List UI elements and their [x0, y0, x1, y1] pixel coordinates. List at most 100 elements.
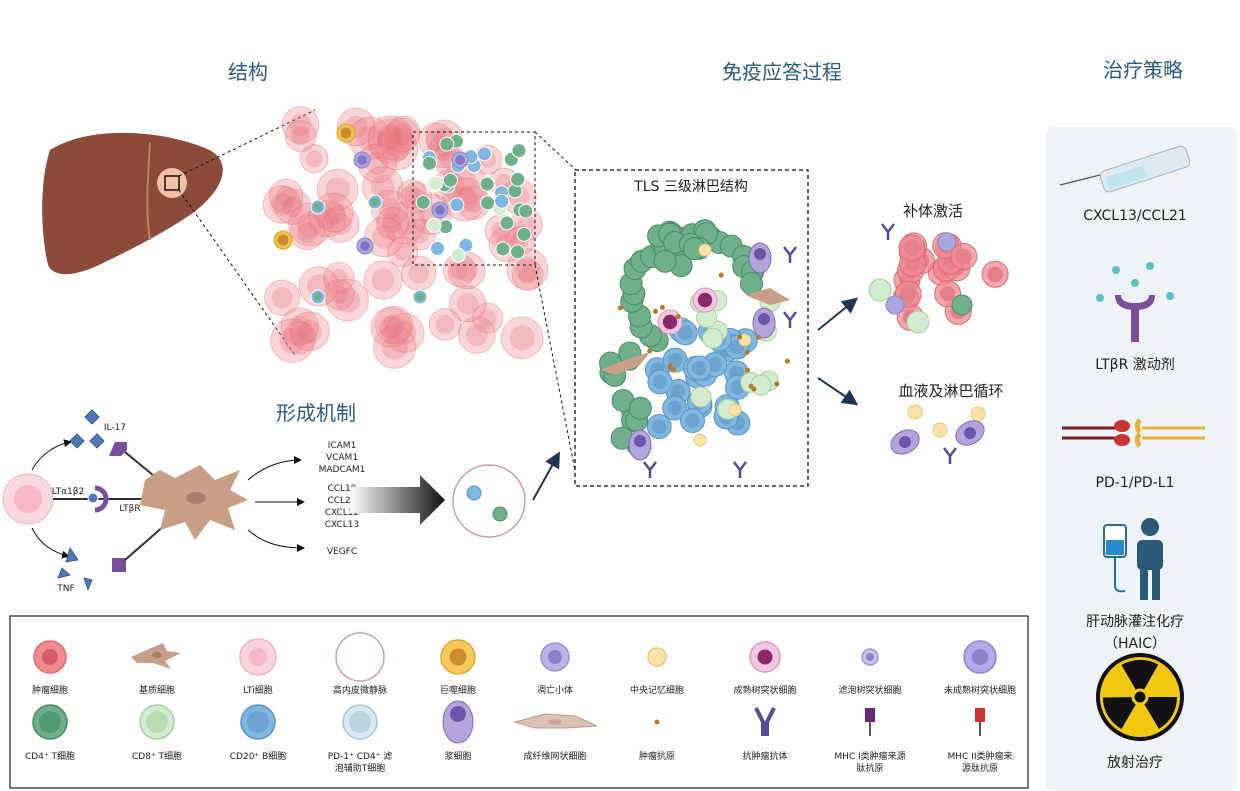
section-title-therapy: 治疗策略: [1103, 58, 1183, 82]
complement-activation-label: 补体激活: [903, 202, 963, 220]
central-memory-cell: [693, 433, 707, 447]
legend-label: MHC I类肿瘤来源: [834, 750, 905, 762]
tumor-cell: [289, 214, 326, 251]
tumor-antigen: [652, 308, 658, 314]
tumor-cell: [316, 168, 359, 211]
immune-cell: [450, 247, 466, 263]
tumor-antigen: [745, 367, 751, 373]
tumor-cell: [428, 308, 462, 341]
legend-icon: [865, 708, 875, 736]
legend-box: [9, 615, 1029, 789]
legend-icon: [975, 708, 985, 736]
antibody-icon: [783, 246, 797, 263]
b-cell: [725, 374, 751, 400]
tumor-cell: [457, 316, 496, 354]
legend-label: 肿瘤细胞: [32, 684, 68, 696]
tumor-cell: [377, 126, 408, 157]
tumor-cell: [363, 216, 405, 258]
tumor-cell: [386, 115, 421, 149]
immune-cell: [479, 176, 495, 192]
cd8-t-cell: [906, 310, 930, 334]
tumor-cell: [500, 316, 544, 360]
tumor-cell: [274, 188, 312, 225]
cd8-t-cell: [702, 327, 724, 349]
tumor-cell: [280, 307, 319, 346]
immune-cell: [518, 203, 534, 219]
immune-cell: [516, 226, 532, 242]
legend-icon: [342, 704, 378, 740]
tumor-cell: [284, 120, 317, 153]
tumor-cell: [326, 278, 369, 322]
legend-icon: [540, 642, 570, 672]
output-molecule-label: VEGFC: [327, 547, 357, 557]
antibody-icon: [881, 223, 895, 240]
legend-label: 中央记忆细胞: [630, 684, 684, 696]
tumor-antigen: [784, 358, 790, 364]
immune-cell: [367, 194, 383, 210]
apoptotic-body: [937, 232, 957, 252]
legend-icon: [32, 704, 68, 740]
tumor-cell: [283, 321, 317, 355]
lta1b2-label: LTα1β2: [52, 487, 84, 497]
immune-cell: [458, 237, 474, 253]
ltbr-label: LTβR: [119, 504, 140, 514]
legend-icon: [239, 638, 277, 676]
tumor-antigen: [744, 349, 750, 355]
tumor-cell: [322, 205, 360, 243]
b-cell: [686, 355, 712, 381]
macrophage: [273, 230, 293, 250]
immune-cell: [510, 244, 526, 260]
tumor-cell: [950, 243, 978, 271]
b-cell: [679, 408, 705, 434]
tumor-cell: [376, 128, 419, 171]
tumor-antigen: [659, 304, 665, 310]
iv-drip-patient-icon: [1103, 518, 1163, 600]
cd8-t-cell: [690, 386, 712, 408]
circulation-cells: [890, 404, 986, 464]
immune-cell: [495, 241, 511, 257]
therapy-label-0: CXCL13/CCL21: [1083, 208, 1187, 224]
legend-label: PD-1⁺ CD4⁺ 滤: [328, 750, 393, 762]
tumor-antigen: [774, 381, 780, 387]
mature-dendritic-cell: [657, 309, 683, 335]
legend-label: 基质细胞: [139, 684, 175, 696]
liver-illustration: [42, 109, 316, 356]
hev-circle: [452, 464, 526, 538]
output-molecule-label: MADCAM1: [319, 465, 366, 475]
immune-cell: [499, 215, 515, 231]
cd8-t-cell: [750, 374, 772, 396]
tumor-cell: [262, 185, 301, 224]
tumor-antigen: [675, 314, 681, 320]
arrow-to-circulation: [817, 377, 859, 406]
immune-cell: [415, 194, 431, 210]
legend-icon: [335, 632, 385, 682]
therapy-panel: [1046, 127, 1237, 791]
tumor-cell: [382, 201, 426, 245]
tumor-cell: [281, 106, 320, 144]
tumor-cell: [323, 262, 355, 294]
output-molecule-label: CCL21: [327, 496, 356, 506]
central-memory-cell: [970, 406, 986, 422]
tumor-cell: [323, 279, 355, 311]
legend-label: 巨噬细胞: [440, 684, 476, 696]
immune-cell: [449, 197, 465, 213]
tumor-cell: [981, 260, 1009, 288]
macrophage: [336, 123, 356, 143]
therapy-label-2: PD-1/PD-L1: [1096, 475, 1175, 491]
fibroblastic-reticular-cell: [600, 352, 650, 375]
immune-cell: [426, 217, 442, 233]
legend: 肿瘤细胞 基质细胞 LTi细胞 高内皮微静脉 巨噬细胞 凋亡小体 中央记忆细胞 成熟树突状细胞…: [25, 632, 1016, 774]
legend-icon: [861, 648, 879, 666]
legend-label: 成熟树突状细胞: [733, 684, 796, 696]
plasma-cell: [890, 429, 920, 455]
section-title-structure: 结构: [228, 60, 268, 84]
immune-cell: [428, 175, 444, 191]
central-memory-cell: [907, 404, 923, 420]
tumor-antigen: [617, 305, 623, 311]
tumor-antigen: [718, 272, 724, 278]
legend-label: LTi细胞: [243, 684, 273, 696]
tissue-zoom-box: [412, 131, 536, 266]
legend-label: MHC II类肿瘤来: [948, 750, 1013, 762]
syringe-icon: [1059, 145, 1191, 193]
tumor-tissue-cluster: [262, 106, 549, 369]
